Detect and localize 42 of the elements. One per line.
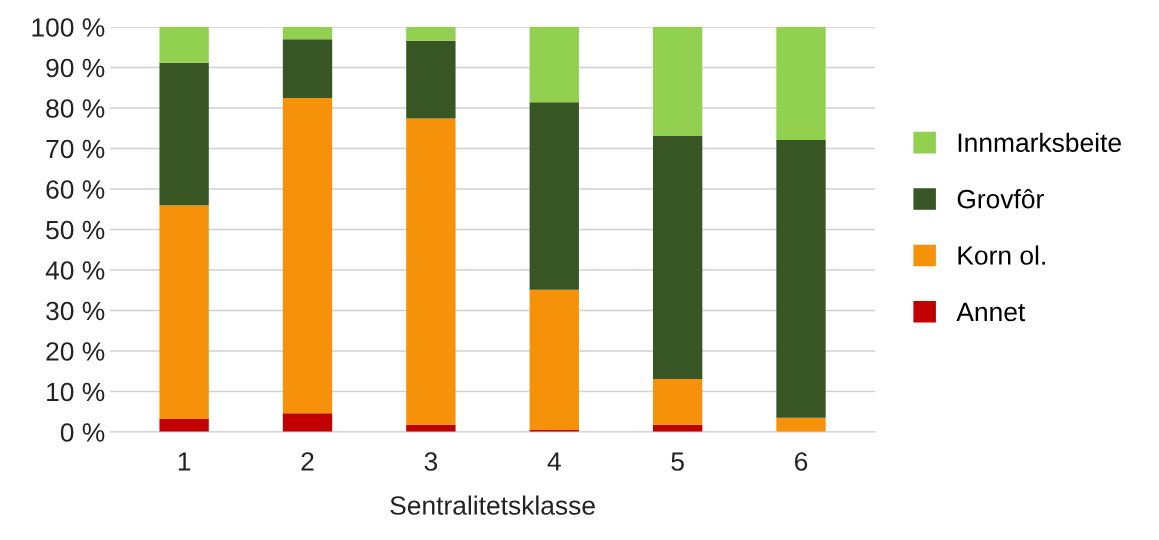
bar bbox=[652, 27, 703, 136]
bar bbox=[282, 97, 333, 414]
legend-label: Korn ol. bbox=[958, 245, 1045, 265]
x-tick-label: 4 bbox=[547, 452, 561, 471]
y-tick-label: 30 % bbox=[46, 301, 105, 321]
legend-label: Innmarksbeite bbox=[958, 132, 1121, 153]
x-tick-label: 1 bbox=[178, 452, 191, 471]
y-tick-label: 20 % bbox=[46, 342, 105, 361]
bar bbox=[776, 140, 826, 418]
y-tick-label: 0 % bbox=[60, 423, 105, 442]
legend-label: Grovfôr bbox=[957, 188, 1044, 209]
y-tick-label: 40 % bbox=[45, 261, 105, 280]
bar bbox=[406, 118, 456, 425]
y-tick-label: 90 % bbox=[46, 58, 105, 78]
y-tick-label: 70 % bbox=[46, 139, 105, 159]
bar bbox=[282, 27, 333, 40]
y-tick-label: 50 % bbox=[46, 220, 105, 240]
bar bbox=[159, 62, 209, 206]
x-axis-title: Sentralitetsklasse bbox=[390, 495, 595, 515]
y-tick-label: 100 % bbox=[32, 18, 105, 37]
x-tick-label: 5 bbox=[671, 452, 684, 471]
bar bbox=[159, 419, 209, 432]
y-tick-label: 80 % bbox=[46, 99, 105, 118]
x-tick-label: 2 bbox=[301, 452, 314, 471]
x-tick-label: 6 bbox=[795, 452, 808, 471]
x-tick-label: 3 bbox=[424, 452, 438, 471]
bar bbox=[406, 40, 456, 119]
bar bbox=[776, 27, 826, 140]
bar bbox=[159, 27, 209, 63]
bar bbox=[776, 417, 826, 432]
y-tick-label: 10 % bbox=[47, 382, 105, 402]
bar bbox=[529, 289, 579, 430]
y-tick-label: 60 % bbox=[46, 180, 105, 199]
bar bbox=[159, 205, 209, 420]
bar bbox=[282, 39, 333, 98]
bar bbox=[652, 135, 703, 379]
bar bbox=[529, 102, 579, 290]
bar bbox=[652, 378, 703, 425]
bar bbox=[529, 27, 579, 103]
legend-label: Annet bbox=[956, 302, 1026, 322]
bar bbox=[406, 27, 456, 41]
bar bbox=[282, 413, 333, 432]
